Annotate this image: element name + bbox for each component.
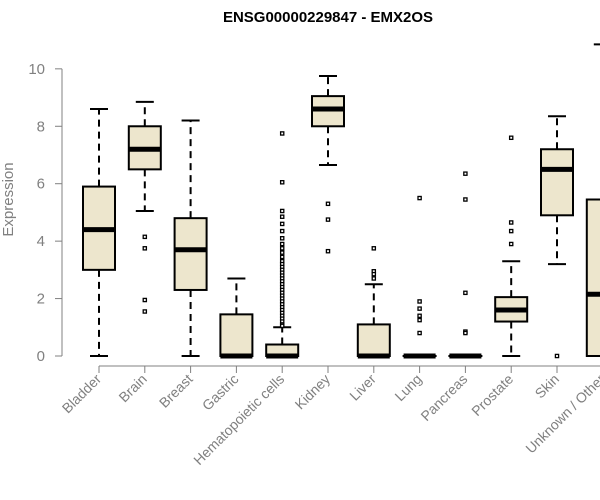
x-tick-label: Brain: [115, 371, 149, 405]
outlier-point: [142, 246, 148, 251]
x-tick-label: Bladder: [59, 371, 105, 417]
outlier-point: [463, 171, 468, 176]
outlier-point: [325, 217, 331, 222]
outlier-point: [417, 330, 422, 336]
box-bladder: [82, 108, 116, 357]
outlier-point: [463, 330, 468, 336]
x-tick-label: Hematopoietic cells: [190, 371, 287, 468]
box-breast: [173, 119, 208, 357]
outlier-point: [279, 254, 285, 260]
y-tick-label: 6: [37, 176, 45, 193]
outlier-point: [417, 195, 422, 201]
box-brain: [127, 100, 162, 314]
y-tick-label: 0: [37, 348, 45, 365]
outlier-point: [554, 353, 560, 359]
box-hematopoietic-cells: [265, 131, 300, 359]
box-liver: [356, 246, 391, 359]
box-gastric: [219, 277, 254, 359]
iqr-box: [173, 217, 208, 291]
y-tick-label: 10: [28, 61, 45, 78]
outlier-point: [325, 201, 331, 207]
outlier-point: [279, 208, 285, 214]
outlier-point: [417, 306, 422, 311]
outlier-point: [508, 228, 514, 234]
x-tick-label: Prostate: [468, 371, 516, 419]
x-tick-label: Liver: [346, 371, 379, 404]
outlier-point: [417, 317, 422, 323]
outlier-point: [142, 234, 148, 240]
outlier-point: [508, 241, 514, 247]
outlier-point: [279, 180, 285, 185]
iqr-box: [540, 148, 574, 217]
outlier-point: [279, 236, 285, 241]
outlier-point: [279, 221, 285, 227]
outlier-point: [279, 228, 285, 234]
outlier-point: [142, 309, 148, 314]
outlier-point: [142, 297, 148, 303]
y-tick-label: 8: [37, 118, 45, 135]
box-kidney: [311, 75, 345, 254]
outlier-point: [279, 214, 285, 219]
outlier-point: [508, 135, 514, 141]
outlier-point: [371, 276, 377, 281]
outlier-point: [417, 299, 422, 304]
box-skin: [540, 115, 574, 359]
box-pancreas: [448, 171, 483, 359]
outlier-point: [371, 246, 377, 251]
outlier-point: [463, 290, 468, 296]
y-axis: 0 2 4 6 8 10: [28, 61, 63, 365]
x-tick-label: Skin: [532, 371, 563, 402]
outlier-point: [279, 241, 285, 247]
x-tick-label: Lung: [391, 371, 424, 404]
outlier-point: [279, 246, 285, 251]
x-tick-label: Gastric: [199, 371, 242, 414]
outlier-point: [279, 250, 285, 255]
outlier-point: [279, 131, 285, 136]
boxes-group: [82, 43, 600, 359]
iqr-box: [219, 313, 254, 358]
x-tick-label: Pancreas: [417, 371, 470, 424]
x-tick-label: Kidney: [292, 371, 334, 413]
y-tick-label: 2: [37, 291, 45, 308]
iqr-box: [585, 198, 600, 357]
x-tick-label: Breast: [156, 371, 196, 411]
iqr-box: [356, 323, 391, 357]
y-axis-label: Expression: [0, 162, 17, 236]
outlier-point: [417, 313, 422, 319]
outlier-point: [371, 271, 377, 277]
outlier-point: [325, 248, 331, 254]
chart-title: ENSG00000229847 - EMX2OS: [223, 9, 433, 26]
outlier-point: [279, 323, 285, 329]
box-lung: [402, 195, 437, 359]
y-tick-label: 4: [37, 233, 45, 250]
outlier-point: [508, 220, 514, 225]
x-tick-label: Unknown / Other: [522, 371, 600, 457]
box-prostate: [494, 135, 529, 357]
box-unknown-other: [585, 43, 600, 357]
outlier-point: [463, 197, 468, 202]
